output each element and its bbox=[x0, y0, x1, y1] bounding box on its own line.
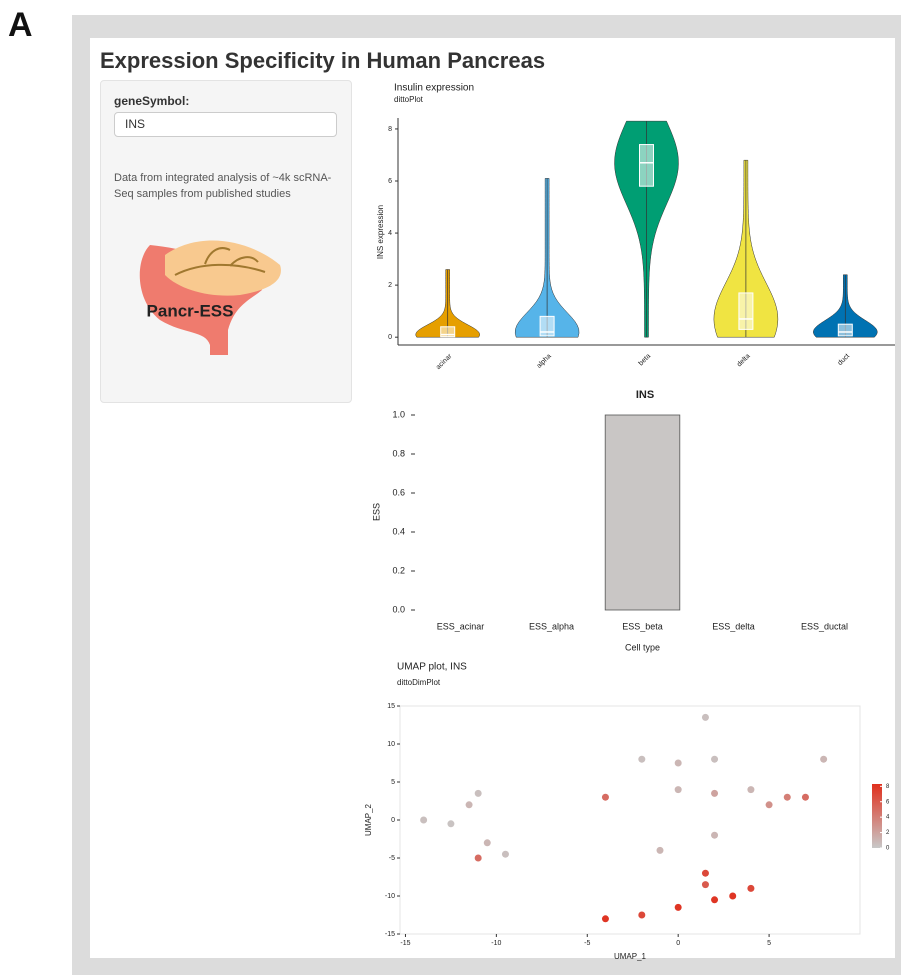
chart-title: UMAP plot, INS bbox=[397, 662, 467, 673]
y-tick-label: -10 bbox=[385, 893, 395, 900]
y-axis-title: UMAP_2 bbox=[364, 803, 373, 836]
point bbox=[484, 839, 491, 846]
box bbox=[540, 316, 554, 336]
point bbox=[602, 915, 609, 922]
x-tick-label: -5 bbox=[584, 940, 590, 947]
point bbox=[602, 794, 609, 801]
logo-text: Pancr-ESS bbox=[147, 301, 234, 320]
chart-title: Insulin expression bbox=[394, 83, 474, 94]
y-tick-label: 0.6 bbox=[392, 487, 405, 497]
y-tick-label: 8 bbox=[388, 126, 392, 133]
colorbar-label: 8 bbox=[886, 784, 890, 790]
point bbox=[466, 801, 473, 808]
chart-subtitle: dittoPlot bbox=[394, 95, 424, 104]
point bbox=[729, 893, 736, 900]
y-tick-label: -5 bbox=[389, 855, 395, 862]
y-tick-label: 10 bbox=[387, 741, 395, 748]
x-tick-label: -15 bbox=[400, 940, 410, 947]
plot-frame bbox=[400, 706, 860, 934]
charts: Pancr-ESS Insulin expressiondittoPlot INS… bbox=[0, 0, 901, 975]
y-tick-label: 2 bbox=[388, 282, 392, 289]
x-tick-label: acinar bbox=[435, 352, 454, 371]
point bbox=[475, 855, 482, 862]
point bbox=[502, 851, 509, 858]
point bbox=[420, 817, 427, 824]
y-axis-title: ESS bbox=[371, 503, 381, 521]
y-tick-label: 0 bbox=[391, 817, 395, 824]
page: A Expression Specificity in Human Pancre… bbox=[0, 0, 901, 975]
x-tick-label: beta bbox=[638, 353, 653, 368]
point bbox=[475, 790, 482, 797]
chart-title: INS bbox=[636, 389, 654, 401]
bar bbox=[605, 415, 680, 610]
y-axis-title: INS expression bbox=[376, 205, 385, 259]
point bbox=[702, 714, 709, 721]
box bbox=[838, 324, 852, 336]
point bbox=[638, 756, 645, 763]
point bbox=[657, 847, 664, 854]
colorbar bbox=[872, 784, 882, 848]
point bbox=[711, 756, 718, 763]
x-tick-label: delta bbox=[736, 353, 752, 369]
point bbox=[711, 790, 718, 797]
point bbox=[638, 912, 645, 919]
colorbar-label: 6 bbox=[886, 799, 890, 805]
point bbox=[702, 870, 709, 877]
x-axis-title: Cell type bbox=[625, 642, 660, 652]
point bbox=[702, 881, 709, 888]
box bbox=[640, 145, 654, 187]
x-tick-label: -10 bbox=[491, 940, 501, 947]
y-tick-label: 1.0 bbox=[392, 409, 405, 419]
colorbar-label: 4 bbox=[886, 815, 890, 821]
point bbox=[675, 760, 682, 767]
x-tick-label: 0 bbox=[676, 940, 680, 947]
y-tick-label: 15 bbox=[387, 703, 395, 710]
point bbox=[747, 885, 754, 892]
colorbar-label: 2 bbox=[886, 830, 890, 836]
point bbox=[747, 786, 754, 793]
x-tick-label: alpha bbox=[536, 353, 553, 370]
x-tick-label: ESS_acinar bbox=[437, 621, 485, 631]
point bbox=[766, 801, 773, 808]
x-tick-label: ESS_delta bbox=[712, 621, 755, 631]
y-tick-label: -15 bbox=[385, 931, 395, 938]
chart-subtitle: dittoDimPlot bbox=[397, 678, 441, 687]
y-tick-label: 4 bbox=[388, 230, 392, 237]
x-tick-label: duct bbox=[837, 353, 851, 367]
x-axis-title: UMAP_1 bbox=[614, 952, 647, 961]
y-tick-label: 6 bbox=[388, 178, 392, 185]
y-tick-label: 0 bbox=[388, 334, 392, 341]
point bbox=[675, 904, 682, 911]
x-tick-label: ESS_ductal bbox=[801, 621, 848, 631]
y-tick-label: 0.0 bbox=[392, 604, 405, 614]
point bbox=[820, 756, 827, 763]
box bbox=[739, 293, 753, 329]
point bbox=[675, 786, 682, 793]
point bbox=[447, 820, 454, 827]
point bbox=[711, 896, 718, 903]
point bbox=[802, 794, 809, 801]
logo: Pancr-ESS bbox=[140, 241, 281, 355]
y-tick-label: 5 bbox=[391, 779, 395, 786]
x-tick-label: ESS_beta bbox=[622, 621, 663, 631]
y-tick-label: 0.4 bbox=[392, 526, 405, 536]
colorbar-label: 0 bbox=[886, 846, 890, 852]
x-tick-label: ESS_alpha bbox=[529, 621, 574, 631]
point bbox=[711, 832, 718, 839]
y-tick-label: 0.8 bbox=[392, 448, 405, 458]
x-tick-label: 5 bbox=[767, 940, 771, 947]
point bbox=[784, 794, 791, 801]
y-tick-label: 0.2 bbox=[392, 565, 405, 575]
